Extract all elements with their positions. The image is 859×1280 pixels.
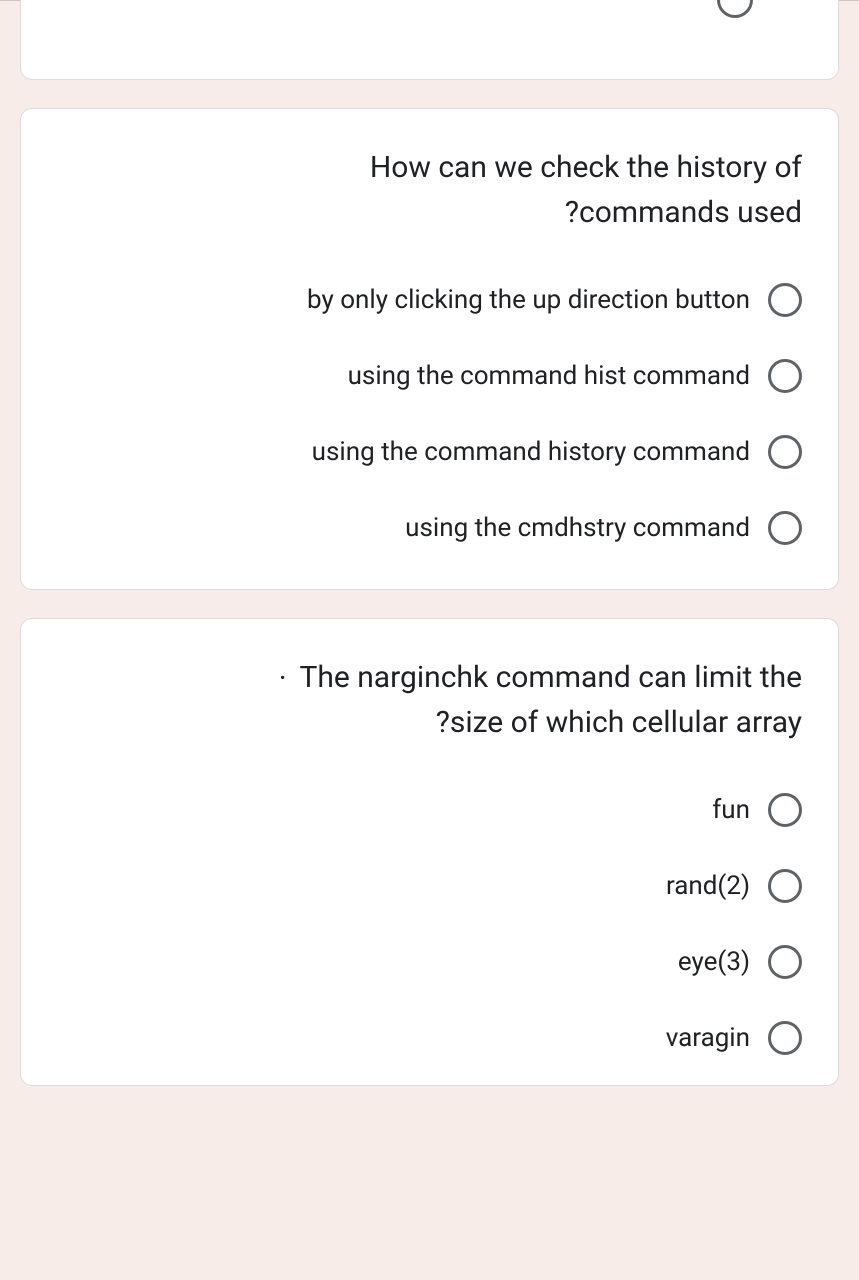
question-line: ?size of which cellular array: [436, 705, 802, 740]
option-row[interactable]: fun: [57, 793, 802, 827]
options-group: fun rand(2) eye(3) varagin: [57, 793, 802, 1055]
question-card-1: How can we check the history of ?command…: [20, 108, 839, 590]
options-group: by only clicking the up direction button…: [57, 283, 802, 545]
question-text: How can we check the history of ?command…: [57, 145, 802, 235]
question-line: How can we check the history of: [370, 150, 802, 185]
option-label: by only clicking the up direction button: [307, 285, 750, 315]
radio-icon[interactable]: [768, 283, 802, 317]
question-card-2: · The narginchk command can limit the ?s…: [20, 618, 839, 1086]
option-label: rand(2): [666, 871, 750, 901]
option-row[interactable]: rand(2): [57, 869, 802, 903]
option-label: using the command history command: [312, 437, 750, 467]
radio-icon[interactable]: [768, 945, 802, 979]
option-row[interactable]: using the command history command: [57, 435, 802, 469]
radio-icon[interactable]: [768, 435, 802, 469]
radio-option-peek[interactable]: [717, 0, 753, 18]
radio-icon[interactable]: [768, 511, 802, 545]
bullet-icon: ·: [279, 661, 287, 696]
option-label: using the command hist command: [348, 361, 750, 391]
option-label: using the cmdhstry command: [405, 513, 750, 543]
option-label: varagin: [666, 1023, 750, 1053]
option-label: fun: [712, 795, 750, 825]
question-text: · The narginchk command can limit the ?s…: [57, 655, 802, 745]
option-row[interactable]: using the command hist command: [57, 359, 802, 393]
option-row[interactable]: by only clicking the up direction button: [57, 283, 802, 317]
question-card-peek: [20, 0, 839, 80]
option-label: eye(3): [678, 947, 750, 977]
quiz-page: How can we check the history of ?command…: [0, 0, 859, 1280]
option-row[interactable]: varagin: [57, 1021, 802, 1055]
option-row[interactable]: eye(3): [57, 945, 802, 979]
radio-icon[interactable]: [768, 869, 802, 903]
question-line: ?commands used: [565, 195, 802, 230]
radio-icon[interactable]: [768, 1021, 802, 1055]
question-line: The narginchk command can limit the: [299, 660, 802, 695]
radio-icon[interactable]: [768, 793, 802, 827]
radio-icon[interactable]: [768, 359, 802, 393]
option-row[interactable]: using the cmdhstry command: [57, 511, 802, 545]
